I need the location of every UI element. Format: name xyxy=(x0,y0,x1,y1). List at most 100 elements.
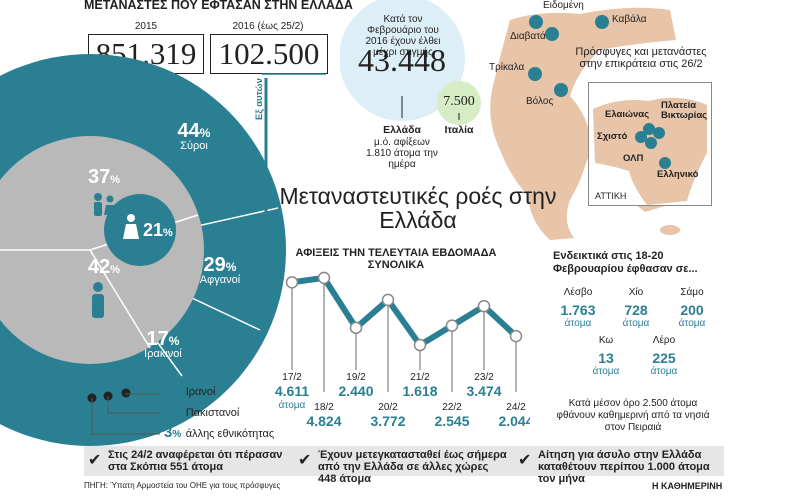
data-point xyxy=(317,271,331,285)
attica-inset: Ελαιώνας Πλατεία Βικτωρίας Σχιστό ΟΛΠ Ελ… xyxy=(588,82,712,206)
value-label: 3.474 xyxy=(466,383,501,399)
data-point xyxy=(477,299,491,313)
afghans-label: 29% Αφγανοί xyxy=(199,254,241,286)
children-pct: 37% xyxy=(88,166,121,188)
date-label: 21/2 xyxy=(410,372,430,383)
women-pct: 21% xyxy=(143,220,173,240)
iranians-label: 4% Ιρανοί xyxy=(164,382,216,399)
inset-schisto: Σχιστό xyxy=(597,131,628,142)
pakistanis-label: 3% Πακιστανοί xyxy=(164,403,240,420)
data-point xyxy=(381,293,395,307)
year1-label: 2015 xyxy=(134,21,158,32)
connector-iranians xyxy=(125,393,160,395)
map-city-diavata: Διαβατά xyxy=(510,31,546,42)
kavala-marker xyxy=(595,15,609,29)
island-item: Σάμο 200 άτομα xyxy=(678,287,706,329)
inset-title: Πρόσφυγες και μετανάστες στην επικράτεια… xyxy=(575,46,707,70)
italy-feb-value: 7.500 xyxy=(443,94,475,109)
italy-feb-label: Ιταλία xyxy=(444,124,474,136)
inset-olp: ΟΛΠ xyxy=(623,153,644,164)
map-city-volos: Βόλος xyxy=(526,96,554,107)
city-markers xyxy=(528,15,609,97)
iraqis-label: 17% Ιρακινοί xyxy=(144,328,182,360)
divider-women-men xyxy=(89,249,151,349)
value-label: 2.545 xyxy=(434,413,469,429)
greece-feb-value: 43.448 xyxy=(358,42,446,78)
connector-pakistanis xyxy=(107,396,160,414)
chart-title: ΑΦΙΞΕΙΣ ΤΗΝ ΤΕΛΕΥΤΑΙΑ ΕΒΔΟΜΑΔΑ ΣΥΝΟΛΙΚΑ xyxy=(295,247,497,271)
value-label: 3.772 xyxy=(370,413,405,429)
footer-fact-1: ✔ Στις 24/2 αναφέρεται ότι πέρασαν στα Σ… xyxy=(88,449,283,473)
woman-icon xyxy=(123,214,139,239)
women-circle xyxy=(104,194,176,266)
idomeni-marker xyxy=(529,15,543,29)
arrow-head xyxy=(248,239,261,257)
men-pct: 42% xyxy=(88,256,121,278)
data-point xyxy=(413,338,427,352)
check-icon: ✔ xyxy=(88,452,102,469)
islands-title: Ενδεικτικά στις 18-20 Φεβρουαρίου έφθασα… xyxy=(553,250,698,275)
value-label: 4.611 xyxy=(275,383,309,399)
others-label: 3% άλλης εθνικότητας xyxy=(164,424,275,441)
man-icon xyxy=(92,282,104,318)
greece-feb-label: Ελλάδα xyxy=(383,124,421,136)
greece-bubble xyxy=(340,0,465,121)
inset-elaionas: Ελαιώνας xyxy=(605,109,650,120)
february-text: Κατά τον Φεβρουάριο του 2016 έχουν έλθει… xyxy=(365,14,441,58)
syrians-label: 44% Σύροι xyxy=(177,120,211,152)
footer-facts-bar xyxy=(84,446,724,476)
inset-victoria: Πλατεία Βικτωρίας xyxy=(661,100,708,121)
trikala-marker xyxy=(528,67,542,81)
february-bubbles xyxy=(340,0,481,125)
islands-grid: Λέσβο 1.763 άτομα Χίο 728 άτομα Σάμο 200… xyxy=(548,287,728,383)
attica-inset-shape xyxy=(593,97,707,205)
date-label: 22/2 xyxy=(442,402,462,413)
value-label: 1.618 xyxy=(402,383,437,399)
date-label: 23/2 xyxy=(474,372,494,383)
italy-bubble xyxy=(437,81,481,125)
check-icon: ✔ xyxy=(518,452,532,469)
footer-fact-2: ✔ Έχουν μετεγκατασταθεί έως σήμερα από τ… xyxy=(298,449,507,485)
data-point xyxy=(509,329,523,343)
check-icon: ✔ xyxy=(298,452,312,469)
data-point xyxy=(349,321,363,335)
date-label: 18/2 xyxy=(314,402,334,413)
value-label: 2.440 xyxy=(338,383,373,399)
island-item: Λέρο 225 άτομα xyxy=(650,335,678,377)
year1-value: 851.319 xyxy=(88,34,204,74)
inset-markers xyxy=(635,123,671,169)
schisto-marker xyxy=(635,131,647,143)
of-which-label: Εξ αυτών xyxy=(254,78,265,120)
island-shape xyxy=(660,225,680,235)
publisher: Η ΚΑΘΗΜΕΡΙΝΗ xyxy=(652,481,723,491)
header-title: ΜΕΤΑΝΑΣΤΕΣ ΠΟΥ ΕΦΤΑΣΑΝ ΣΤΗΝ ΕΛΛΑΔΑ xyxy=(84,0,353,12)
children-icon xyxy=(94,193,116,216)
date-label: 17/2 xyxy=(282,372,302,383)
data-point xyxy=(445,319,459,332)
date-label: 24/2 xyxy=(506,402,526,413)
elaionas-marker xyxy=(643,123,655,135)
islands-note: Κατά μέσον όρο 2.500 άτομα φθάνουν καθημ… xyxy=(556,398,710,433)
elliniko-marker xyxy=(659,157,671,169)
source-note: ΠΗΓΗ: Ύπατη Αρμοστεία του ΟΗΕ για τους π… xyxy=(84,481,281,490)
victoria-marker xyxy=(653,127,665,139)
map-city-idomeni: Ειδομένη xyxy=(543,0,584,11)
main-title: Μεταναστευτικές ροές στην Ελλάδα xyxy=(279,183,557,233)
date-label: 20/2 xyxy=(378,402,398,413)
inset-elliniko: Ελληνικό xyxy=(657,169,699,180)
mainland-shape xyxy=(490,7,676,240)
year2-label: 2016 (έως 25/2) xyxy=(232,21,304,32)
inset-region: ΑΤΤΙΚΗ xyxy=(595,191,627,201)
value-label: 2.044 xyxy=(498,413,530,429)
unit-label: άτομα xyxy=(279,399,306,411)
map-city-trikala: Τρίκαλα xyxy=(489,62,525,73)
island-item: Λέσβο 1.763 άτομα xyxy=(560,287,596,329)
footer-fact-3: ✔ Αίτηση για άσυλο στην Ελλάδα καταθέτου… xyxy=(518,449,710,485)
demographics-circle xyxy=(0,136,204,364)
greece-feb-note: μ.ό. αφίξεων 1.810 άτομα την ημέρα xyxy=(366,137,438,170)
island-item: Κω 13 άτομα xyxy=(592,335,620,377)
date-label: 19/2 xyxy=(346,372,366,383)
connector-others xyxy=(91,398,160,435)
